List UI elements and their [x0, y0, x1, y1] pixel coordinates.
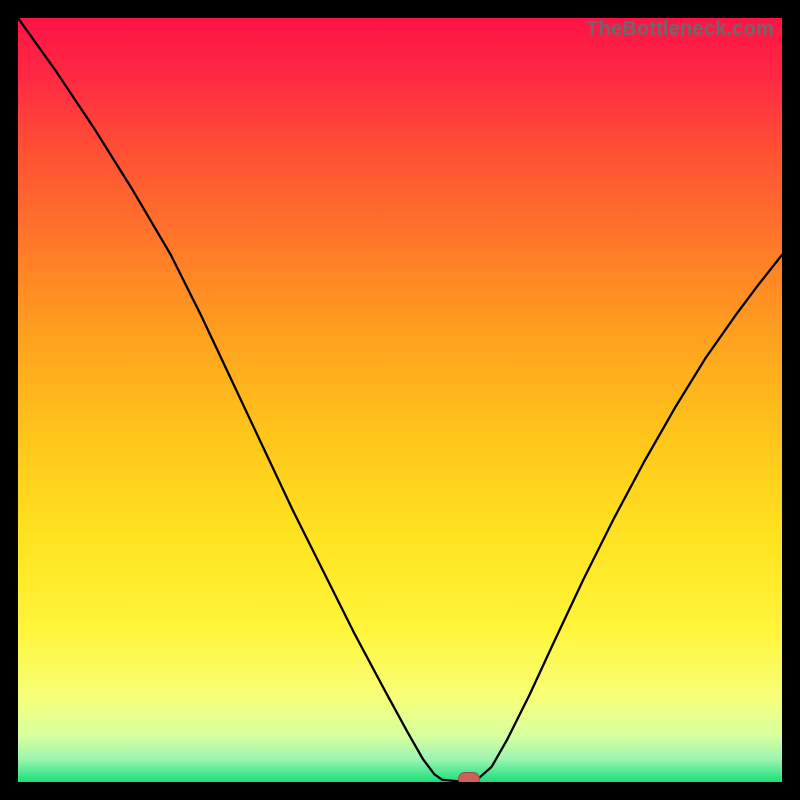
outer-border: TheBottleneck.com: [0, 0, 800, 800]
gradient-background: [18, 18, 782, 782]
chart-svg: [18, 18, 782, 782]
plot-area: TheBottleneck.com: [18, 18, 782, 782]
